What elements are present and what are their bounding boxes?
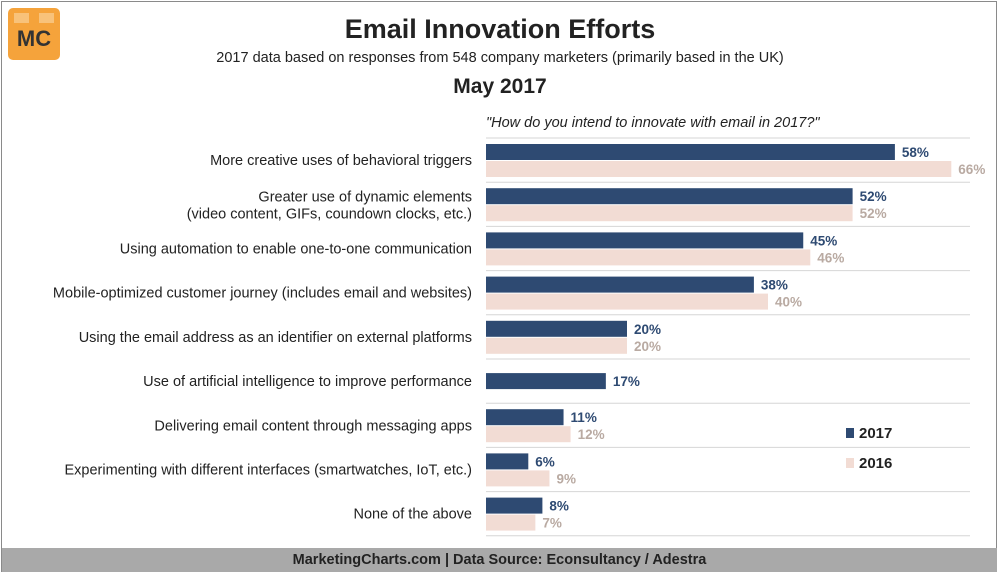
category-label: Using automation to enable one-to-one co…: [120, 242, 472, 258]
category-label: None of the above: [353, 507, 472, 523]
data-label-2017: 38%: [761, 278, 788, 293]
bar-2017: [486, 188, 853, 205]
data-label-2016: 7%: [542, 516, 562, 531]
data-label-2016: 9%: [556, 471, 576, 486]
data-label-2017: 58%: [902, 145, 929, 160]
data-label-2016: 20%: [634, 339, 661, 354]
bar-2017: [486, 232, 804, 249]
data-label-2016: 52%: [860, 206, 887, 221]
data-label-2017: 17%: [613, 374, 640, 389]
marketingcharts-logo: MC: [8, 8, 60, 60]
svg-text:MC: MC: [17, 26, 51, 51]
category-label: Greater use of dynamic elements (video co…: [187, 189, 472, 222]
chart-date: May 2017: [453, 75, 547, 98]
bar-2017: [486, 373, 606, 390]
bar-2017: [486, 409, 564, 426]
data-label-2016: 40%: [775, 295, 802, 310]
category-label: More creative uses of behavioral trigger…: [210, 153, 472, 169]
data-label-2016: 66%: [958, 162, 985, 177]
category-label: Delivering email content through messagi…: [154, 418, 472, 434]
data-label-2017: 52%: [860, 189, 887, 204]
chart-subtitle: 2017 data based on responses from 548 co…: [216, 50, 784, 66]
source-footer: MarketingCharts.com | Data Source: Econs…: [2, 548, 997, 572]
survey-question: "How do you intend to innovate with emai…: [486, 115, 820, 131]
legend-label-2016: 2016: [859, 455, 892, 472]
bar-2016: [486, 514, 536, 531]
data-label-2017: 6%: [535, 454, 555, 469]
category-label: Mobile-optimized customer journey (inclu…: [53, 286, 472, 302]
bar-2016: [486, 337, 627, 354]
bar-2017: [486, 276, 754, 293]
bar-2016: [486, 161, 952, 177]
bar-2016: [486, 293, 768, 310]
data-label-2016: 46%: [817, 250, 844, 265]
data-label-2017: 20%: [634, 322, 661, 337]
bar-2017: [486, 320, 627, 337]
bar-2016: [486, 426, 571, 443]
data-label-2017: 8%: [549, 499, 569, 514]
category-label: Use of artificial intelligence to improv…: [143, 374, 472, 390]
bar-2017: [486, 497, 543, 514]
bar-2017: [486, 453, 529, 470]
legend-swatch-2017: [846, 428, 854, 438]
bar-2017: [486, 144, 895, 160]
data-label-2017: 45%: [810, 233, 837, 248]
data-label-2017: 11%: [571, 410, 597, 425]
legend-label-2017: 2017: [859, 425, 892, 442]
chart-title: Email Innovation Efforts: [344, 14, 656, 44]
bar-2016: [486, 249, 811, 266]
legend-swatch-2016: [846, 458, 854, 468]
category-label: Using the email address as an identifier…: [79, 330, 472, 346]
bar-2016: [486, 205, 853, 222]
category-label: Experimenting with different interfaces …: [64, 463, 472, 479]
data-label-2016: 12%: [578, 427, 605, 442]
bar-2016: [486, 470, 550, 487]
